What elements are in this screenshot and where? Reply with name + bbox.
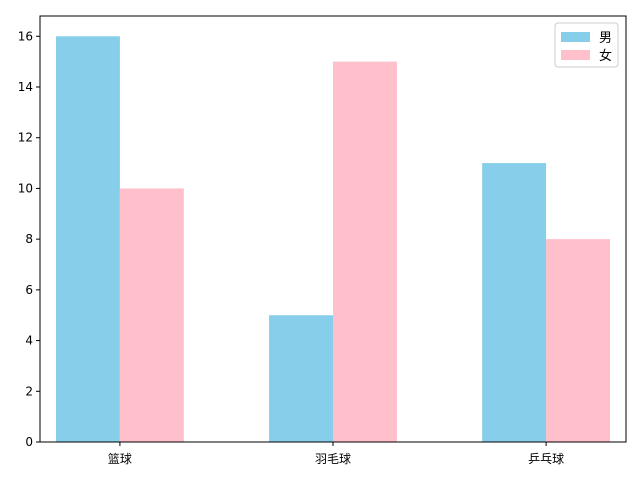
y-tick-label: 14 — [18, 80, 33, 94]
legend-swatch — [561, 50, 590, 60]
legend-label: 男 — [599, 31, 612, 46]
y-tick-label: 2 — [25, 384, 33, 398]
x-tick-label: 乒乓球 — [528, 452, 564, 466]
bars-layer — [55, 36, 611, 442]
x-tick-label: 羽毛球 — [315, 452, 351, 466]
axes-layer: 0 2 4 6 8 10 12 14 16 篮球 羽毛球 乒乓球 — [18, 29, 564, 466]
legend-swatch — [561, 32, 590, 42]
y-tick-label: 12 — [18, 131, 33, 145]
bar-female-1 — [333, 61, 397, 442]
bar-male-2 — [482, 163, 547, 442]
legend-label: 女 — [599, 48, 612, 64]
legend: 男女 — [554, 22, 619, 68]
bar-female-0 — [119, 188, 184, 442]
bar-male-0 — [55, 36, 120, 442]
y-tick-label: 0 — [25, 435, 33, 449]
bar-female-2 — [546, 239, 611, 442]
y-tick-label: 16 — [18, 29, 33, 43]
y-tick-label: 10 — [18, 181, 33, 195]
x-tick-label: 篮球 — [108, 451, 132, 466]
y-tick-label: 8 — [25, 232, 33, 246]
y-tick-label: 4 — [25, 334, 33, 348]
y-tick-label: 6 — [25, 283, 33, 297]
bar-male-1 — [269, 315, 333, 442]
